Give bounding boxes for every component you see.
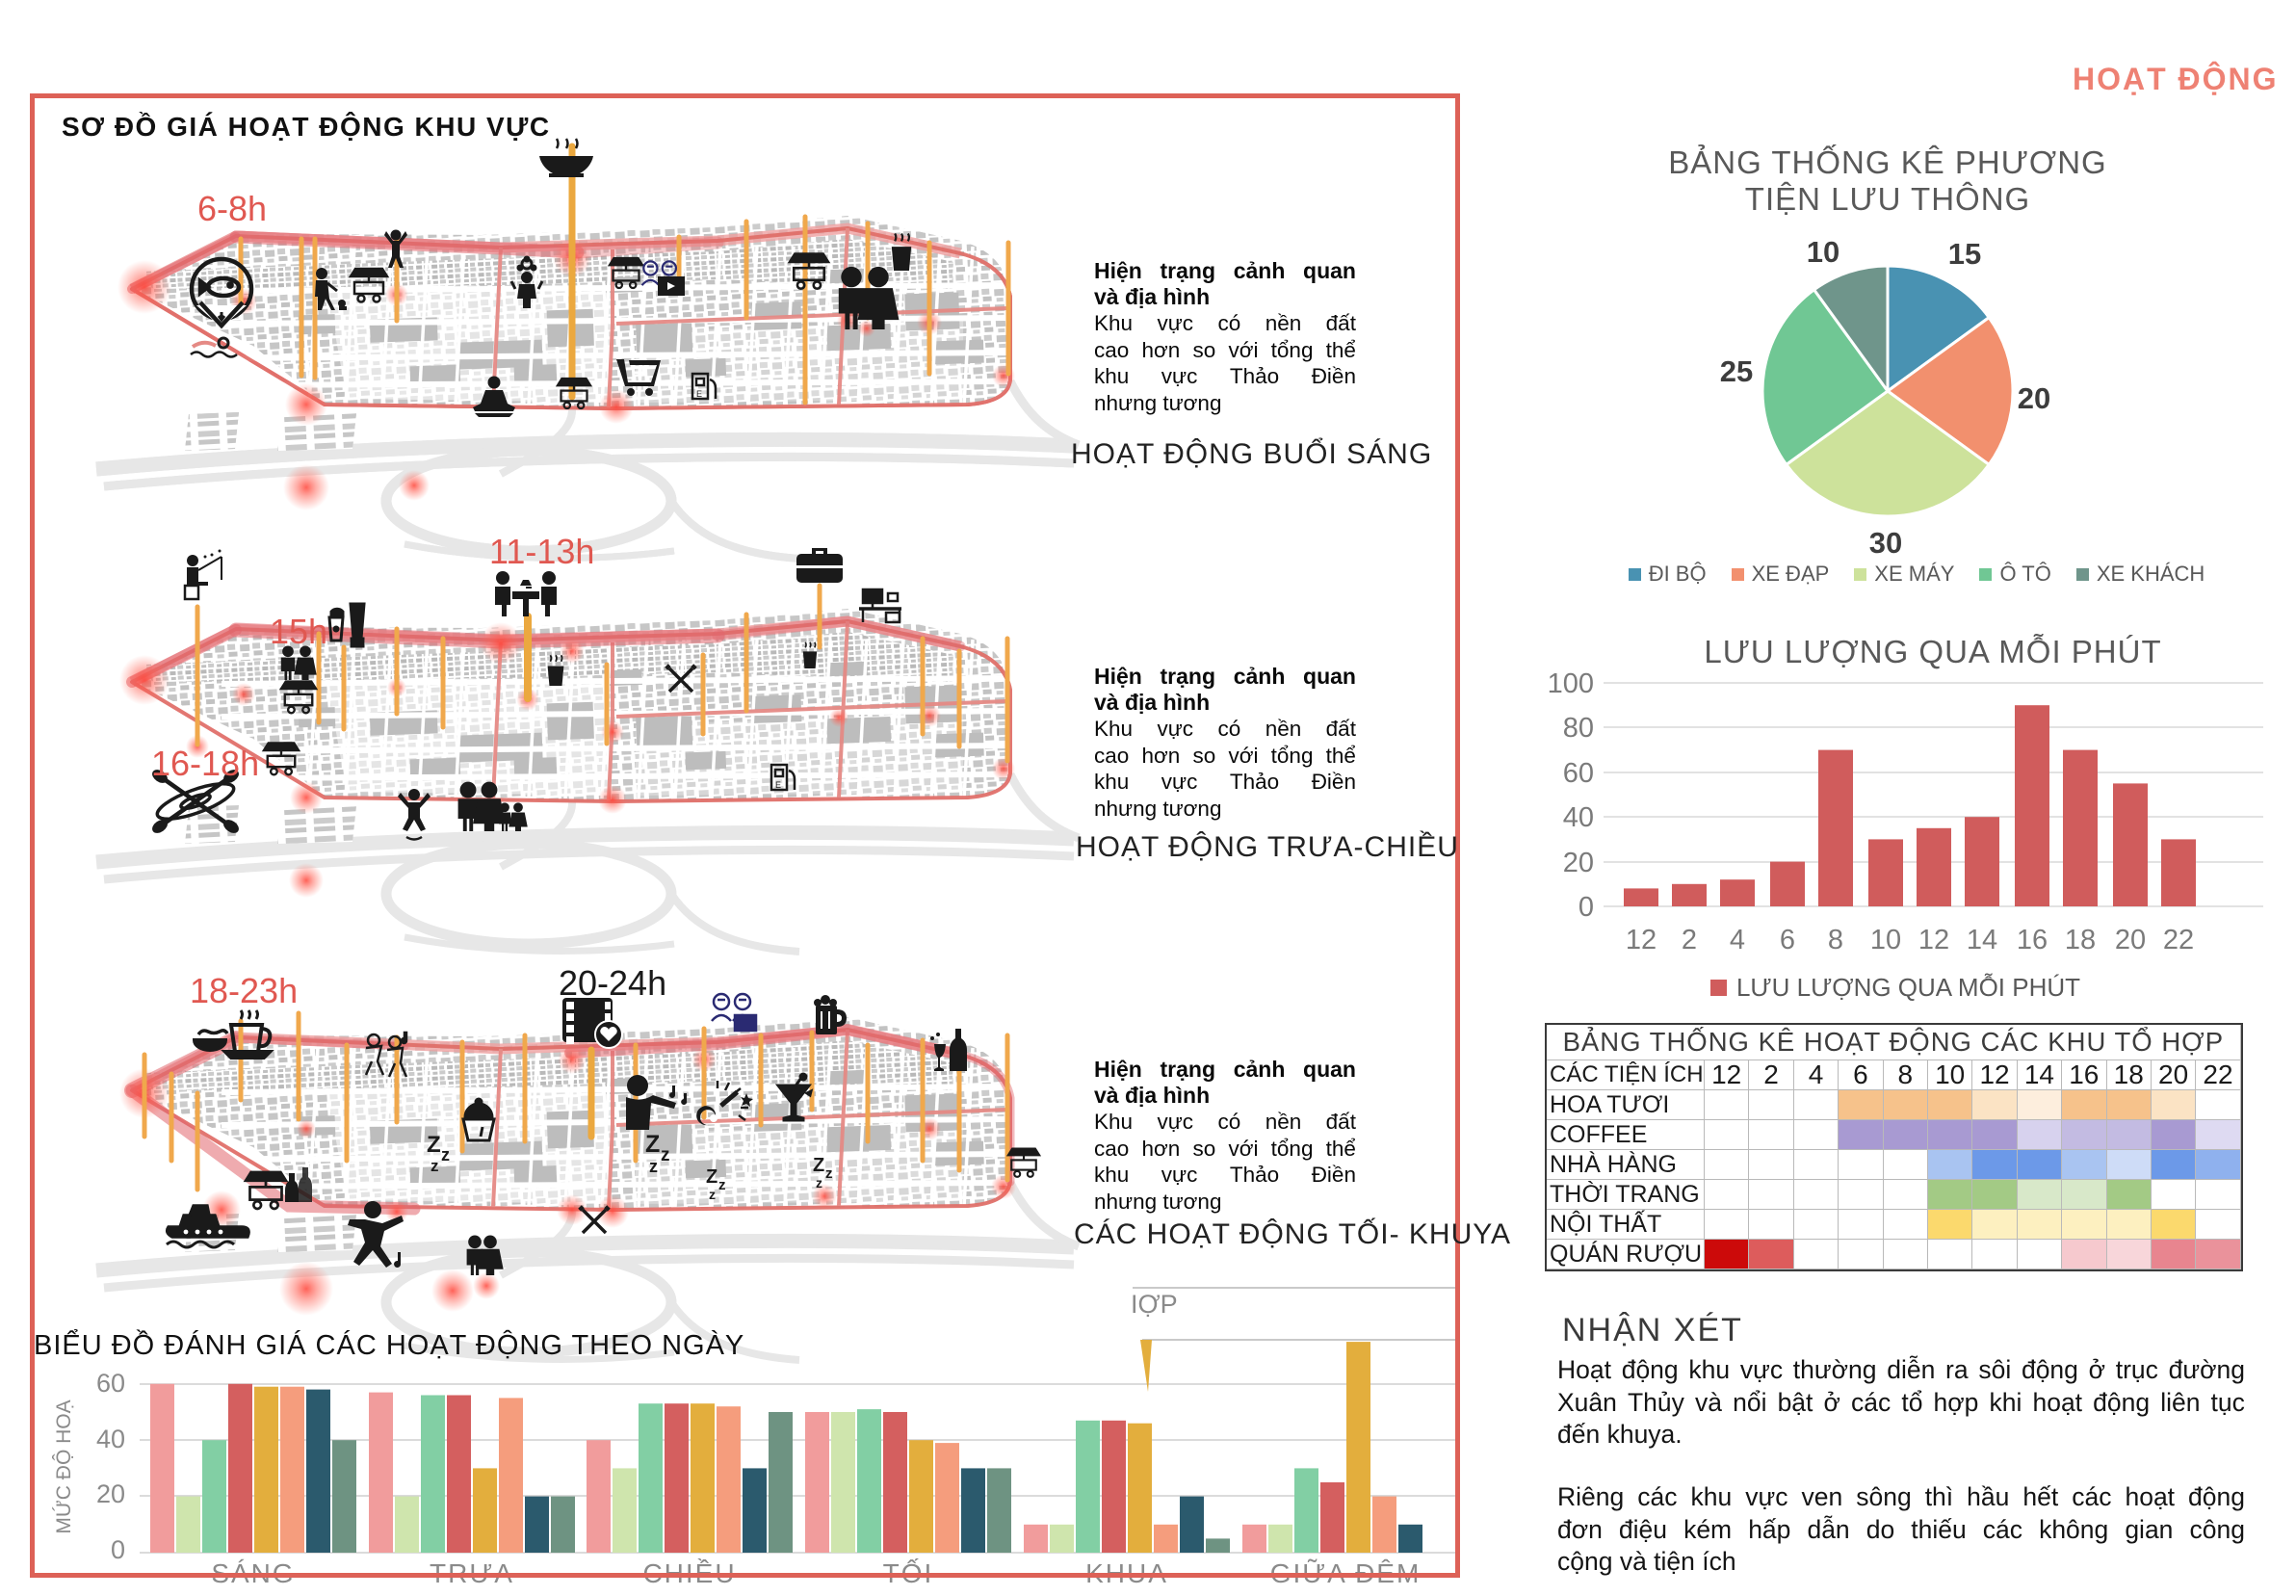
svg-text:IỢP: IỢP bbox=[1131, 1290, 1178, 1319]
svg-text:Z: Z bbox=[427, 1132, 441, 1158]
svg-text:Z: Z bbox=[813, 1155, 824, 1176]
svg-text:12: 12 bbox=[1626, 925, 1657, 955]
svg-text:60: 60 bbox=[96, 1369, 125, 1398]
svg-text:6: 6 bbox=[1780, 925, 1795, 955]
svg-text:0: 0 bbox=[111, 1535, 125, 1564]
svg-text:10: 10 bbox=[1870, 925, 1901, 955]
svg-text:z: z bbox=[661, 1145, 670, 1165]
svg-text:10: 10 bbox=[1807, 235, 1839, 269]
svg-text:z: z bbox=[825, 1165, 833, 1182]
svg-text:0: 0 bbox=[1578, 892, 1594, 923]
svg-text:80: 80 bbox=[1563, 713, 1594, 744]
svg-text:4: 4 bbox=[1730, 925, 1745, 955]
svg-text:Z: Z bbox=[645, 1131, 660, 1158]
svg-text:16: 16 bbox=[2017, 925, 2048, 955]
svg-text:20: 20 bbox=[96, 1479, 125, 1508]
svg-text:20: 20 bbox=[1563, 848, 1594, 878]
svg-text:2: 2 bbox=[1682, 925, 1697, 955]
svg-text:20: 20 bbox=[2115, 925, 2146, 955]
svg-text:z: z bbox=[718, 1177, 726, 1193]
svg-text:z: z bbox=[709, 1187, 716, 1202]
svg-text:60: 60 bbox=[1563, 758, 1594, 789]
svg-text:25: 25 bbox=[1720, 354, 1753, 388]
svg-text:100: 100 bbox=[1548, 668, 1594, 699]
svg-text:15: 15 bbox=[1948, 237, 1981, 271]
svg-text:E: E bbox=[775, 780, 781, 790]
svg-text:z: z bbox=[441, 1145, 450, 1164]
svg-text:14: 14 bbox=[1967, 925, 1997, 955]
svg-text:22: 22 bbox=[2163, 925, 2194, 955]
svg-text:18: 18 bbox=[2065, 925, 2096, 955]
svg-text:30: 30 bbox=[1869, 526, 1902, 560]
svg-text:z: z bbox=[430, 1157, 439, 1175]
svg-text:20: 20 bbox=[2018, 381, 2050, 415]
svg-text:Z: Z bbox=[706, 1166, 718, 1188]
svg-text:12: 12 bbox=[1918, 925, 1949, 955]
svg-text:MỨC ĐỘ HOẠ: MỨC ĐỘ HOẠ bbox=[53, 1400, 75, 1533]
svg-text:40: 40 bbox=[1563, 802, 1594, 833]
svg-text:8: 8 bbox=[1828, 925, 1843, 955]
svg-text:E: E bbox=[696, 389, 702, 399]
svg-text:z: z bbox=[816, 1175, 822, 1190]
svg-text:z: z bbox=[649, 1157, 658, 1176]
svg-text:40: 40 bbox=[96, 1425, 125, 1453]
